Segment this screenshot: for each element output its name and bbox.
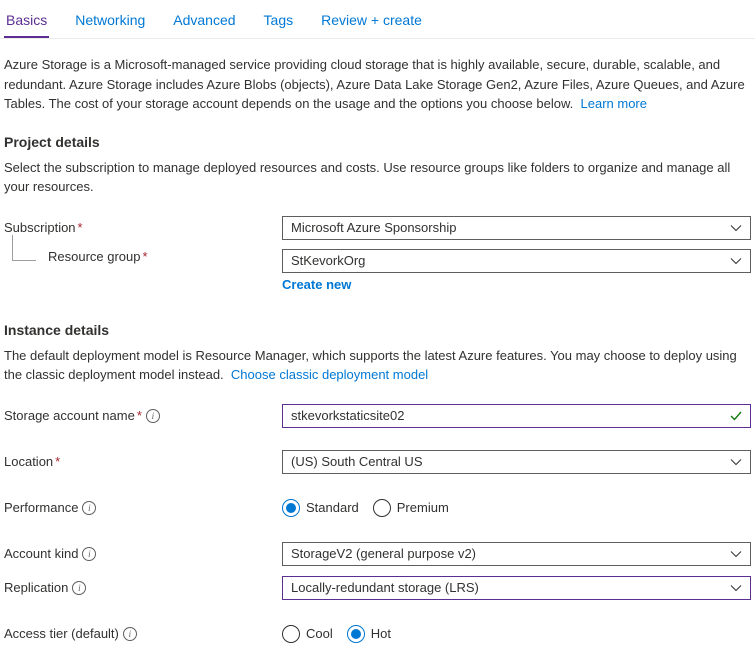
- radio-label: Cool: [306, 626, 333, 641]
- info-icon[interactable]: i: [82, 547, 96, 561]
- tab-tags[interactable]: Tags: [262, 8, 296, 38]
- performance-premium-radio[interactable]: Premium: [373, 499, 449, 517]
- access-tier-hot-radio[interactable]: Hot: [347, 625, 391, 643]
- required-marker: *: [55, 454, 60, 469]
- required-marker: *: [137, 408, 142, 423]
- replication-value: Locally-redundant storage (LRS): [291, 580, 479, 595]
- required-marker: *: [143, 249, 148, 264]
- access-tier-cool-radio[interactable]: Cool: [282, 625, 333, 643]
- intro-text: Azure Storage is a Microsoft-managed ser…: [4, 55, 751, 114]
- resource-group-select[interactable]: StKevorkOrg: [282, 249, 751, 273]
- learn-more-link[interactable]: Learn more: [581, 96, 647, 111]
- check-icon: [729, 409, 743, 423]
- project-details-title: Project details: [4, 134, 751, 150]
- info-icon[interactable]: i: [123, 627, 137, 641]
- location-select[interactable]: (US) South Central US: [282, 450, 751, 474]
- project-details-desc: Select the subscription to manage deploy…: [4, 158, 751, 197]
- account-name-input[interactable]: [282, 404, 751, 428]
- required-marker: *: [78, 220, 83, 235]
- replication-select[interactable]: Locally-redundant storage (LRS): [282, 576, 751, 600]
- chevron-down-icon: [730, 582, 742, 594]
- tab-review-create[interactable]: Review + create: [319, 8, 424, 38]
- radio-label: Hot: [371, 626, 391, 641]
- resource-group-label: Resource group: [48, 249, 141, 264]
- chevron-down-icon: [730, 222, 742, 234]
- performance-radio-group: Standard Premium: [282, 496, 751, 520]
- chevron-down-icon: [730, 456, 742, 468]
- location-label: Location: [4, 454, 53, 469]
- info-icon[interactable]: i: [82, 501, 96, 515]
- chevron-down-icon: [730, 255, 742, 267]
- create-new-link[interactable]: Create new: [282, 277, 351, 292]
- info-icon[interactable]: i: [146, 409, 160, 423]
- account-name-label: Storage account name: [4, 408, 135, 423]
- tab-basics[interactable]: Basics: [4, 8, 49, 38]
- tab-advanced[interactable]: Advanced: [171, 8, 237, 38]
- radio-icon: [282, 499, 300, 517]
- access-tier-radio-group: Cool Hot: [282, 622, 751, 646]
- subscription-value: Microsoft Azure Sponsorship: [291, 220, 456, 235]
- radio-label: Premium: [397, 500, 449, 515]
- location-value: (US) South Central US: [291, 454, 423, 469]
- performance-label: Performance: [4, 500, 78, 515]
- account-kind-value: StorageV2 (general purpose v2): [291, 546, 476, 561]
- instance-details-desc: The default deployment model is Resource…: [4, 346, 751, 385]
- resource-group-value: StKevorkOrg: [291, 253, 365, 268]
- account-kind-label: Account kind: [4, 546, 78, 561]
- info-icon[interactable]: i: [72, 581, 86, 595]
- tab-networking[interactable]: Networking: [73, 8, 147, 38]
- chevron-down-icon: [730, 548, 742, 560]
- instance-details-title: Instance details: [4, 322, 751, 338]
- radio-label: Standard: [306, 500, 359, 515]
- subscription-label: Subscription: [4, 220, 76, 235]
- radio-icon: [347, 625, 365, 643]
- radio-icon: [373, 499, 391, 517]
- radio-icon: [282, 625, 300, 643]
- subscription-select[interactable]: Microsoft Azure Sponsorship: [282, 216, 751, 240]
- tabs-bar: Basics Networking Advanced Tags Review +…: [0, 0, 755, 39]
- access-tier-label: Access tier (default): [4, 626, 119, 641]
- account-kind-select[interactable]: StorageV2 (general purpose v2): [282, 542, 751, 566]
- replication-label: Replication: [4, 580, 68, 595]
- indent-connector: [12, 235, 36, 261]
- classic-deployment-link[interactable]: Choose classic deployment model: [231, 367, 428, 382]
- performance-standard-radio[interactable]: Standard: [282, 499, 359, 517]
